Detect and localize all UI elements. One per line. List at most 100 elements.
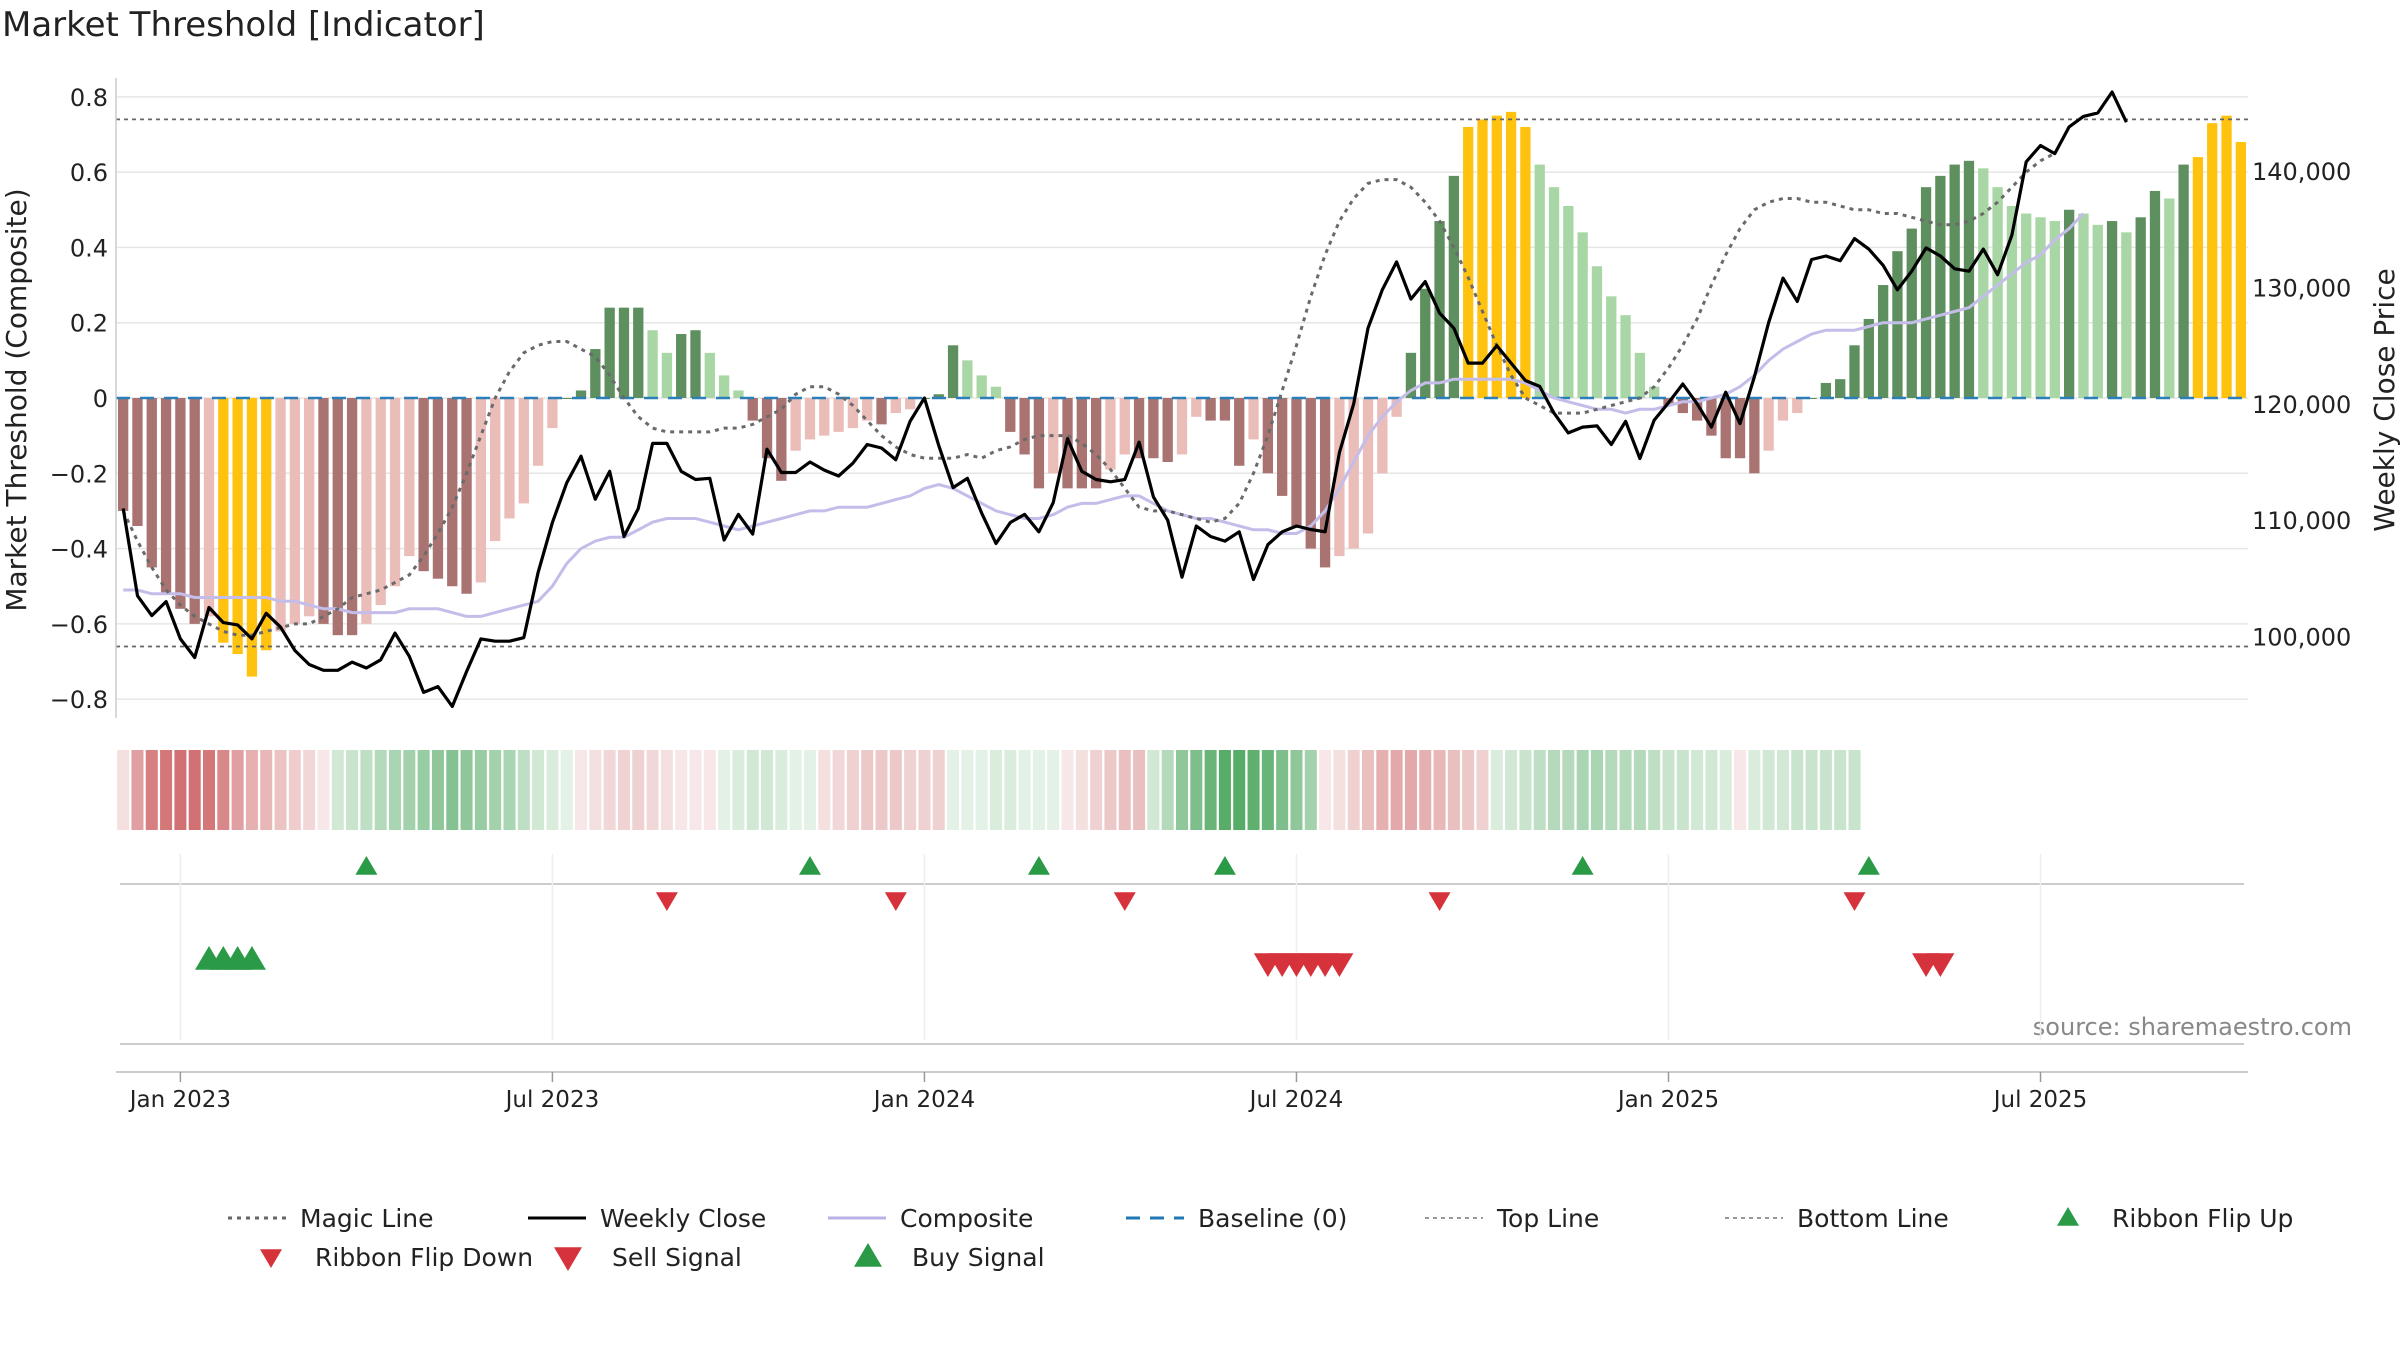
ribbon-cell xyxy=(617,750,630,830)
ribbon-cell xyxy=(718,750,731,830)
composite-bar xyxy=(146,398,157,568)
composite-bar xyxy=(232,398,243,654)
ribbon-cell xyxy=(1676,750,1689,830)
ribbon-cell xyxy=(918,750,931,830)
ribbon-cell xyxy=(875,750,888,830)
ribbon-cell xyxy=(1633,750,1646,830)
ribbon-cell xyxy=(1548,750,1561,830)
composite-bar xyxy=(1620,315,1631,398)
composite-bar xyxy=(118,398,129,511)
ribbon-cell xyxy=(374,750,387,830)
composite-bar xyxy=(1191,398,1202,417)
composite-bar xyxy=(1777,398,1789,421)
composite-bar xyxy=(1234,398,1245,466)
composite-bar xyxy=(532,398,544,466)
ribbon-cell xyxy=(932,750,945,830)
ribbon-cell xyxy=(360,750,373,830)
composite-bar xyxy=(819,398,830,436)
ribbon-cell xyxy=(689,750,702,830)
sell-signal-marker xyxy=(1926,953,1955,977)
ribbon-cell xyxy=(489,750,502,830)
y2-axis-label: Weekly Close Price xyxy=(2368,268,2400,531)
composite-bar xyxy=(418,398,429,572)
legend-swatch xyxy=(260,1249,282,1268)
composite-bar xyxy=(1277,398,1288,496)
buy-signal-marker xyxy=(237,946,266,970)
ribbon-flip-up-marker xyxy=(1027,856,1050,875)
ribbon-cell xyxy=(889,750,902,830)
composite-bar xyxy=(1877,285,1889,398)
composite-bar xyxy=(318,398,329,624)
ribbon-cell xyxy=(589,750,602,830)
ribbon-cell xyxy=(632,750,645,830)
y-tick-label: −0.8 xyxy=(50,686,108,714)
ribbon-cell xyxy=(517,750,530,830)
x-tick-label: Jul 2023 xyxy=(504,1087,600,1113)
composite-bar xyxy=(2235,142,2246,398)
composite-bar xyxy=(661,352,673,398)
composite-bar xyxy=(1090,398,1102,489)
composite-bar xyxy=(1119,398,1130,455)
composite-bar xyxy=(2049,221,2060,398)
legend-item: Ribbon Flip Down xyxy=(260,1243,533,1272)
ribbon-cell xyxy=(389,750,402,830)
ribbon-cell xyxy=(961,750,974,830)
ribbon-cell xyxy=(675,750,688,830)
composite-bar xyxy=(947,345,959,398)
x-tick-label: Jan 2023 xyxy=(128,1087,231,1113)
x-tick-label: Jan 2024 xyxy=(872,1087,975,1113)
composite-bar xyxy=(261,398,272,651)
composite-bars xyxy=(118,111,2246,677)
composite-bar xyxy=(676,334,687,398)
composite-bar xyxy=(1176,398,1188,455)
y-tick-label: 0 xyxy=(93,385,108,413)
ribbon-cell xyxy=(1419,750,1432,830)
composite-bar xyxy=(432,398,444,579)
ribbon-cell xyxy=(904,750,917,830)
composite-bar xyxy=(1448,175,1460,398)
ribbon-cell xyxy=(1204,750,1217,830)
ribbon-cell xyxy=(217,750,230,830)
composite-bar xyxy=(1892,251,1903,398)
composite-bar xyxy=(346,398,358,636)
ribbon-cell xyxy=(188,750,201,830)
legend-label: Composite xyxy=(900,1204,1033,1233)
ribbon-cell xyxy=(1190,750,1203,830)
composite-bar xyxy=(2164,198,2175,398)
ribbon-cell xyxy=(1762,750,1775,830)
ribbon-cell xyxy=(1562,750,1575,830)
ribbon-cell xyxy=(560,750,573,830)
y2-tick-label: 120,000 xyxy=(2252,391,2351,419)
y2-tick-label: 130,000 xyxy=(2252,274,2351,302)
legend-label: Bottom Line xyxy=(1797,1204,1949,1233)
ribbon-cell xyxy=(231,750,244,830)
ribbon-cell xyxy=(1519,750,1532,830)
ribbon-cell xyxy=(846,750,859,830)
legend-label: Ribbon Flip Down xyxy=(315,1243,533,1272)
ribbon-cell xyxy=(274,750,287,830)
ribbon-cell xyxy=(1619,750,1632,830)
legend-item: Sell Signal xyxy=(554,1243,742,1272)
composite-bar xyxy=(1949,164,1960,398)
composite-bar xyxy=(1563,206,1574,398)
composite-bar xyxy=(1835,379,1846,398)
ribbon-cell xyxy=(1390,750,1403,830)
composite-bar xyxy=(404,398,415,557)
composite-bar xyxy=(1548,187,1560,398)
composite-bar xyxy=(647,330,658,398)
composite-bar xyxy=(1405,352,1417,398)
ribbon-cell xyxy=(1648,750,1661,830)
ribbon-cell xyxy=(346,750,359,830)
ribbon-cell xyxy=(1776,750,1789,830)
ribbon-cell xyxy=(117,750,130,830)
composite-bar xyxy=(833,398,844,432)
legend: Magic Line Weekly Close Composite Baseline … xyxy=(228,1204,2293,1272)
composite-bar xyxy=(1305,398,1316,549)
ribbon-cell xyxy=(1433,750,1446,830)
ribbon-cell xyxy=(603,750,616,830)
source-text: source: sharemaestro.com xyxy=(2033,1013,2352,1041)
composite-bar xyxy=(289,398,301,624)
ribbon-cell xyxy=(460,750,473,830)
ribbon-flip-up-marker xyxy=(1213,856,1236,875)
